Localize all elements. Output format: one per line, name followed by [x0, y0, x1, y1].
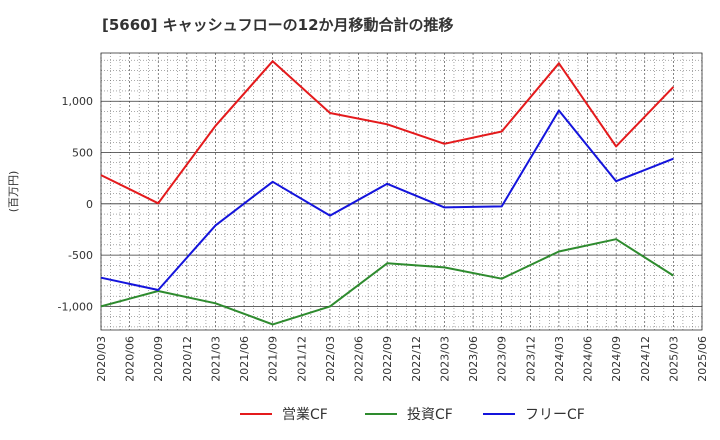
y-tick-label: 0 [86, 198, 93, 211]
x-tick-label: 2022/03 [324, 336, 337, 382]
legend-label-3: フリーCF [525, 407, 585, 423]
chart-title: [5660] キャッシュフローの12か月移動合計の推移 [102, 16, 454, 34]
x-tick-label: 2024/03 [553, 336, 566, 382]
y-tick-label: -1,000 [58, 300, 93, 313]
x-tick-label: 2021/09 [267, 336, 280, 382]
x-tick-label: 2021/06 [238, 336, 251, 382]
x-tick-label: 2022/06 [353, 336, 366, 382]
x-tick-label: 2023/06 [467, 336, 480, 382]
x-tick-label: 2022/12 [410, 336, 423, 382]
x-tick-label: 2024/09 [610, 336, 623, 382]
series-line-2 [100, 238, 674, 326]
x-tick-label: 2020/09 [152, 336, 165, 382]
x-tick-label: 2025/03 [667, 336, 680, 382]
x-tick-label: 2020/03 [95, 336, 108, 382]
legend-label-2: 投資CF [407, 407, 453, 423]
y-axis-label: (百万円) [7, 171, 20, 213]
plot-area [101, 53, 702, 330]
x-tick-label: 2025/06 [696, 336, 709, 382]
y-tick-label: 500 [72, 147, 93, 160]
x-tick-label: 2020/12 [181, 336, 194, 382]
x-tick-label: 2021/03 [209, 336, 222, 382]
plot-border [100, 52, 703, 331]
x-tick-label: 2023/03 [438, 336, 451, 382]
x-tick-label: 2021/12 [295, 336, 308, 382]
y-tick-label: -500 [68, 249, 93, 262]
x-tick-label: 2024/06 [582, 336, 595, 382]
x-tick-label: 2023/12 [524, 336, 537, 382]
x-tick-label: 2023/09 [496, 336, 509, 382]
y-tick-label: 1,000 [62, 95, 94, 108]
x-tick-label: 2020/06 [124, 336, 137, 382]
x-tick-label: 2022/09 [381, 336, 394, 382]
legend-label-1: 営業CF [282, 407, 328, 423]
series-line-3 [100, 109, 674, 291]
series-line-1 [100, 60, 675, 205]
x-tick-label: 2024/12 [639, 336, 652, 382]
